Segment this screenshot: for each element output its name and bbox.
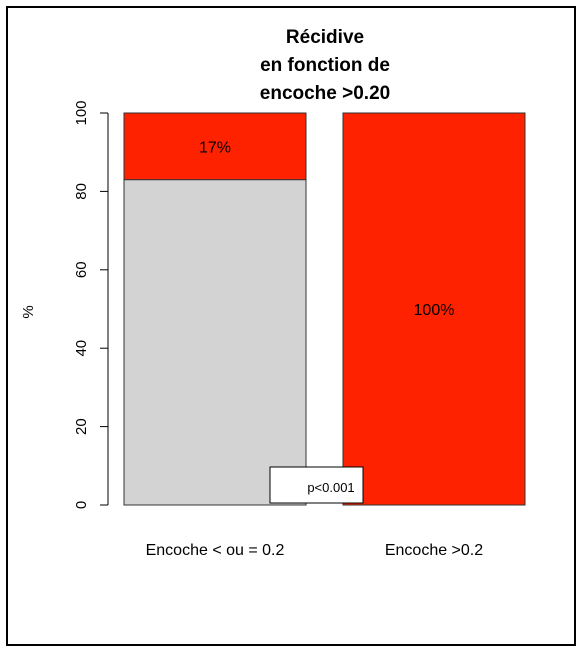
y-tick-label-100: 100 [73,100,90,125]
bars-group [123,112,526,506]
y-tick-label-60: 60 [73,261,90,278]
chart-title-line-1: Récidive [286,27,364,48]
y-axis: 0 20 40 60 80 100 [73,100,109,509]
x-category-label-2: Encoche >0.2 [385,542,483,559]
chart-title-line-3: encoche >0.20 [260,83,390,104]
x-category-label-1: Encoche < ou = 0.2 [146,542,285,559]
data-label-2: 100% [414,302,455,319]
y-tick-label-0: 0 [73,501,90,509]
data-label-1: 17% [199,139,231,156]
bar-segment-2-2 [342,112,526,506]
p-value-annotation: p<0.001 [307,480,354,495]
data-labels: 17% 100% [199,139,454,319]
bar-chart: Récidive en fonction de encoche >0.20 % … [20,27,526,559]
p-value-box [269,466,364,504]
bar-segment-1-2 [123,112,307,181]
y-axis-label: % [20,305,37,318]
x-axis: Encoche < ou = 0.2 Encoche >0.2 [146,542,484,559]
bar-segment-1-1 [123,179,307,506]
chart-title-line-2: en fonction de [260,55,390,76]
y-tick-label-40: 40 [73,340,90,357]
y-tick-label-80: 80 [73,183,90,200]
y-tick-label-20: 20 [73,418,90,435]
